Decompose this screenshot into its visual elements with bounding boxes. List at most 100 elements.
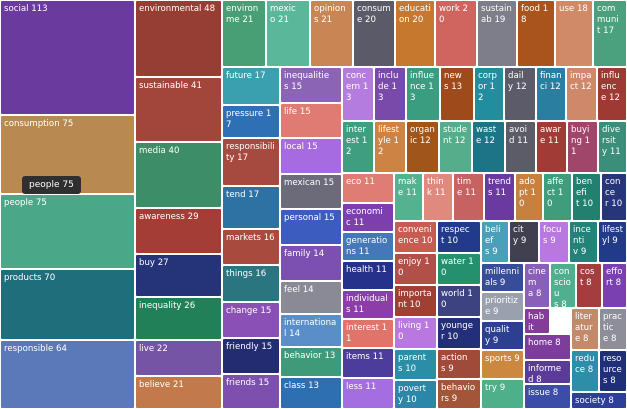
treemap-cell-home-93[interactable]: home 8	[524, 334, 571, 360]
treemap-cell-literature-85[interactable]: literature 8	[571, 308, 599, 350]
treemap-cell-social-0[interactable]: social 113	[0, 0, 135, 115]
treemap-cell-city-65[interactable]: city 9	[509, 221, 539, 263]
treemap-cell-opinions-15[interactable]: opinions 21	[310, 0, 353, 67]
treemap-cell-buy-9[interactable]: buy 27	[135, 254, 222, 297]
treemap-cell-diversity-44[interactable]: diversity 11	[598, 121, 627, 173]
treemap-cell-try-108[interactable]: try 9	[481, 379, 524, 409]
treemap-cell-responsibility-45[interactable]: responsibility 17	[222, 138, 280, 186]
treemap-cell-cost-76[interactable]: cost 8	[576, 263, 602, 308]
treemap-cell-change-87[interactable]: change 15	[222, 302, 280, 338]
treemap-cell-sustainable-6[interactable]: sustainable 41	[135, 77, 222, 142]
treemap-cell-economic-50[interactable]: economic 11	[342, 203, 394, 232]
treemap-cell-financi-31[interactable]: financi 12	[536, 67, 566, 121]
treemap-cell-people-2[interactable]: people 75	[0, 194, 135, 269]
treemap-cell-items-98[interactable]: items 11	[342, 348, 394, 378]
treemap-cell-local-46[interactable]: local 15	[280, 138, 342, 174]
treemap-cell-tend-47[interactable]: tend 17	[222, 186, 280, 229]
treemap-cell-beliefs-64[interactable]: beliefs 9	[481, 221, 509, 263]
treemap-cell-environmental-5[interactable]: environmental 48	[135, 0, 222, 77]
treemap-cell-friendly-96[interactable]: friendly 15	[222, 338, 280, 374]
treemap-cell-environme-13[interactable]: environme 21	[222, 0, 266, 67]
treemap-cell-focus-66[interactable]: focus 9	[539, 221, 569, 263]
treemap-cell-resources-95[interactable]: resources 8	[599, 350, 627, 392]
treemap-cell-informed-102[interactable]: informed 8	[524, 360, 571, 384]
treemap-cell-waste-40[interactable]: waste 12	[472, 121, 505, 173]
treemap-cell-living-90[interactable]: living 10	[394, 317, 437, 349]
treemap-cell-aware-42[interactable]: aware 11	[536, 121, 567, 173]
treemap-cell-education-17[interactable]: education 20	[395, 0, 435, 67]
treemap-cell-actions-100[interactable]: actions 9	[437, 349, 481, 379]
treemap-cell-use-21[interactable]: use 18	[555, 0, 593, 67]
treemap-cell-family-69[interactable]: family 14	[280, 245, 342, 281]
treemap-cell-consume-16[interactable]: consume 20	[353, 0, 395, 67]
treemap-cell-international-88[interactable]: international 14	[280, 314, 342, 347]
treemap-cell-habits-84[interactable]: habits 8	[524, 308, 550, 334]
treemap-cell-sustainab-19[interactable]: sustainab 19	[477, 0, 517, 67]
treemap-cell-corpor-29[interactable]: corpor 12	[474, 67, 504, 121]
treemap-cell-friends-103[interactable]: friends 15	[222, 374, 280, 409]
treemap-cell-health-70[interactable]: health 11	[342, 261, 394, 290]
treemap-cell-avoid-41[interactable]: avoid 11	[505, 121, 536, 173]
treemap-cell-affect-56[interactable]: affect 10	[543, 173, 572, 221]
treemap-cell-future-23[interactable]: future 17	[222, 67, 280, 105]
treemap-cell-benefit-57[interactable]: benefit 10	[572, 173, 601, 221]
treemap-cell-quality-92[interactable]: quality 9	[481, 321, 524, 350]
treemap-cell-mexican-48[interactable]: mexican 15	[280, 174, 342, 209]
treemap-cell-reduce-94[interactable]: reduce 8	[571, 350, 599, 392]
treemap-cell-influence-27[interactable]: influence 13	[406, 67, 440, 121]
treemap-cell-inequalities-24[interactable]: inequalities 15	[280, 67, 342, 103]
treemap-cell-adopt-55[interactable]: adopt 10	[515, 173, 543, 221]
treemap-cell-impact-32[interactable]: impact 12	[566, 67, 597, 121]
treemap-cell-daily-30[interactable]: daily 12	[504, 67, 536, 121]
treemap-cell-communit-22[interactable]: communit 17	[593, 0, 627, 67]
treemap-cell-interest-36[interactable]: interest 12	[342, 121, 374, 173]
treemap-cell-student-39[interactable]: student 12	[439, 121, 472, 173]
treemap-cell-awareness-8[interactable]: awareness 29	[135, 208, 222, 254]
treemap-cell-buying-43[interactable]: buying 11	[567, 121, 598, 173]
treemap-cell-news-28[interactable]: news 13	[440, 67, 474, 121]
treemap-cell-food-20[interactable]: food 18	[517, 0, 555, 67]
treemap-cell-live-11[interactable]: live 22	[135, 340, 222, 376]
treemap-cell-mexico-14[interactable]: mexico 21	[266, 0, 310, 67]
treemap-cell-work-18[interactable]: work 20	[435, 0, 477, 67]
treemap-cell-younger-91[interactable]: younger 10	[437, 317, 481, 349]
treemap-cell-conscious-75[interactable]: conscious 8	[550, 263, 576, 308]
treemap-cell-influence-33[interactable]: influence 12	[597, 67, 627, 121]
treemap-cell-cinema-74[interactable]: cinema 8	[524, 263, 550, 308]
treemap-cell-parents-99[interactable]: parents 10	[394, 349, 437, 380]
treemap-cell-include-26[interactable]: include 13	[374, 67, 406, 121]
treemap-cell-society-110[interactable]: society 8	[571, 392, 627, 409]
treemap-cell-important-81[interactable]: important 10	[394, 285, 437, 317]
treemap-cell-effort-77[interactable]: effort 8	[602, 263, 627, 308]
treemap-cell-individuals-80[interactable]: individuals 11	[342, 290, 394, 319]
treemap-cell-enjoy-71[interactable]: enjoy 10	[394, 253, 437, 285]
treemap-cell-concer-58[interactable]: concer 10	[601, 173, 627, 221]
treemap-cell-think-52[interactable]: think 11	[423, 173, 453, 221]
treemap-cell-convenience-62[interactable]: convenience 10	[394, 221, 437, 253]
treemap-cell-behaviors-107[interactable]: behaviors 9	[437, 379, 481, 409]
treemap-cell-poverty-106[interactable]: poverty 10	[394, 380, 437, 409]
treemap-cell-world-82[interactable]: world 10	[437, 285, 481, 317]
treemap-cell-time-53[interactable]: time 11	[453, 173, 484, 221]
treemap-cell-eco-49[interactable]: eco 11	[342, 173, 394, 203]
treemap-cell-inequality-10[interactable]: inequality 26	[135, 297, 222, 340]
treemap-cell-markets-60[interactable]: markets 16	[222, 229, 280, 265]
treemap-cell-responsible-4[interactable]: responsible 64	[0, 340, 135, 409]
treemap-cell-lifestyle-37[interactable]: lifestyle 12	[374, 121, 406, 173]
treemap-cell-sports-101[interactable]: sports 9	[481, 350, 524, 379]
treemap-cell-media-7[interactable]: media 40	[135, 142, 222, 208]
treemap-cell-feel-79[interactable]: feel 14	[280, 281, 342, 314]
treemap-cell-life-35[interactable]: life 15	[280, 103, 342, 138]
treemap-cell-issue-109[interactable]: issue 8	[524, 384, 571, 409]
treemap-cell-water-72[interactable]: water 10	[437, 253, 481, 285]
treemap-cell-millennials-73[interactable]: millennials 9	[481, 263, 524, 292]
treemap-cell-incentiv-67[interactable]: incentiv 9	[569, 221, 598, 263]
treemap-cell-make-51[interactable]: make 11	[394, 173, 423, 221]
treemap-cell-behavior-97[interactable]: behavior 13	[280, 347, 342, 377]
treemap-cell-respect-63[interactable]: respect 10	[437, 221, 481, 253]
treemap-cell-practice-86[interactable]: practice 8	[599, 308, 627, 350]
treemap-cell-concern-25[interactable]: concern 13	[342, 67, 374, 121]
treemap-cell-interest-89[interactable]: interest 11	[342, 319, 394, 348]
treemap-cell-personal-59[interactable]: personal 15	[280, 209, 342, 245]
treemap-cell-believe-12[interactable]: believe 21	[135, 376, 222, 409]
